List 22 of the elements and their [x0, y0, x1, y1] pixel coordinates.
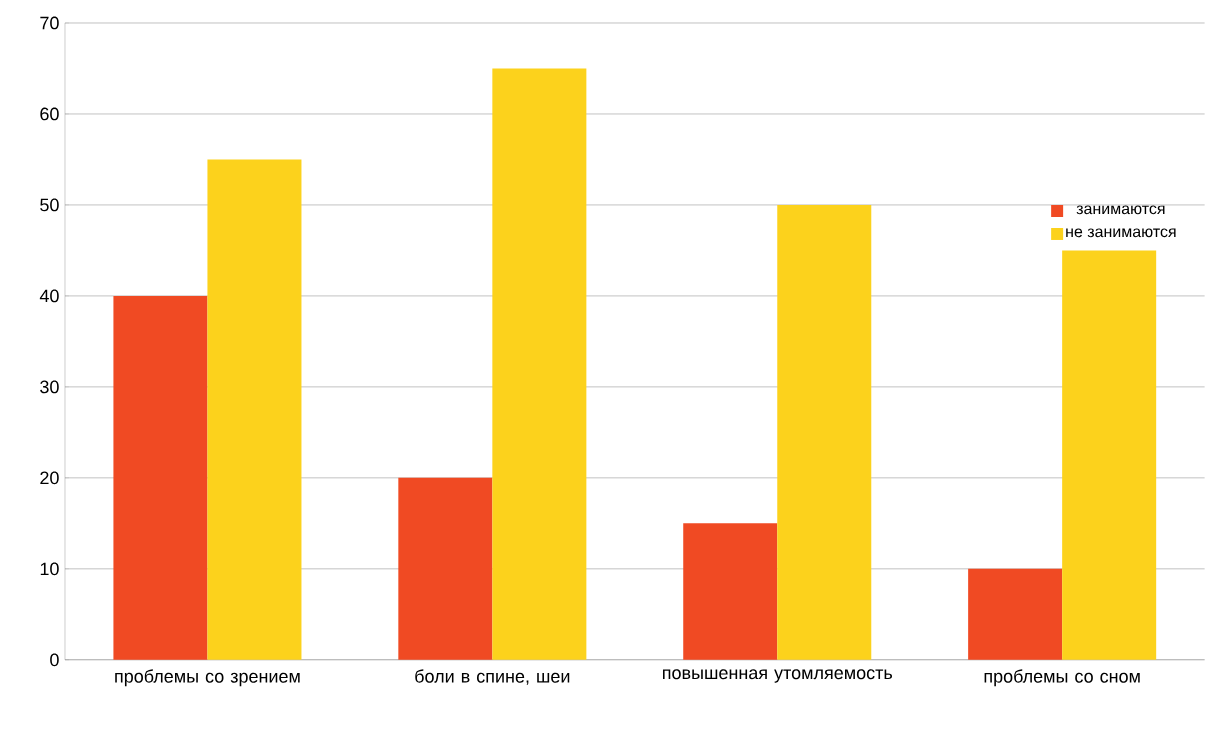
y-tick-label: 40	[39, 289, 59, 303]
bar	[492, 68, 587, 660]
bar	[1062, 250, 1157, 660]
bar	[207, 159, 302, 660]
bar	[968, 568, 1063, 660]
x-tick-label: проблемы со сном	[984, 669, 1140, 687]
legend-label: занимаются	[1076, 205, 1165, 215]
y-tick-label: 0	[50, 653, 59, 667]
y-tick-label: 70	[40, 16, 59, 30]
x-tick-label: повышенная утомляемость	[663, 669, 893, 683]
bar	[113, 296, 208, 660]
bar	[777, 205, 872, 660]
y-tick-label: 50	[40, 198, 59, 212]
x-tick-label: проблемы со зрением	[115, 669, 300, 687]
y-tick-label: 10	[40, 562, 59, 576]
y-tick-label: 60	[40, 107, 59, 121]
y-tick-label: 30	[40, 380, 59, 394]
x-tick-label: боли в спине, шеи	[415, 669, 570, 685]
y-tick-label: 20	[40, 471, 59, 485]
bar	[398, 477, 493, 660]
bar	[683, 523, 778, 660]
legend-label: не занимаются	[1066, 228, 1176, 238]
